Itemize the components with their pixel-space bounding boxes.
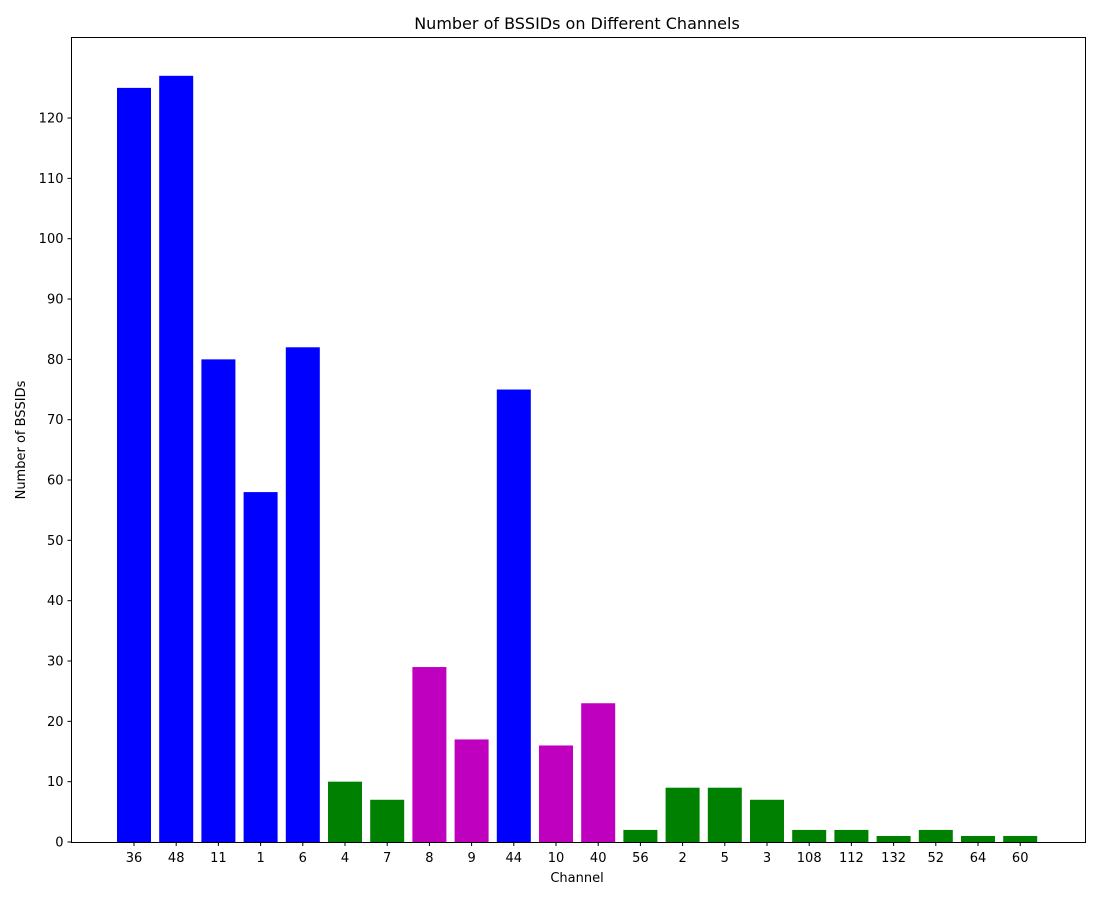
bar-channel-44 xyxy=(496,389,531,842)
x-tick-label: 10 xyxy=(548,851,565,866)
y-tick-label: 70 xyxy=(47,413,64,428)
y-tick-label: 60 xyxy=(47,474,64,489)
bar-channel-132 xyxy=(876,835,911,842)
y-tick-label: 110 xyxy=(39,172,64,187)
y-tick-label: 20 xyxy=(47,715,64,730)
y-axis-label: Number of BSSIDs xyxy=(14,380,29,499)
y-tick-label: 50 xyxy=(47,534,64,549)
x-tick-label: 40 xyxy=(590,851,607,866)
x-tick-label: 112 xyxy=(839,851,864,866)
y-tick-label: 30 xyxy=(47,655,64,670)
x-tick-label: 6 xyxy=(299,851,307,866)
bar-channel-108 xyxy=(792,829,827,842)
bar-channel-1 xyxy=(243,492,278,842)
y-tick-label: 40 xyxy=(47,594,64,609)
bars-group xyxy=(117,75,1038,843)
x-tick-label: 5 xyxy=(721,851,729,866)
bar-channel-4 xyxy=(328,781,362,842)
bar-channel-11 xyxy=(201,359,236,842)
bar-channel-36 xyxy=(117,87,151,843)
bar-channel-8 xyxy=(412,667,447,842)
y-tick-label: 10 xyxy=(47,775,64,790)
x-tick-label: 132 xyxy=(881,851,906,866)
x-tick-label: 1 xyxy=(256,851,264,866)
chart-title: Number of BSSIDs on Different Channels xyxy=(414,14,740,33)
bar-channel-3 xyxy=(750,799,784,842)
bar-channel-40 xyxy=(581,703,616,842)
x-tick-label: 36 xyxy=(126,851,143,866)
x-tick-label: 9 xyxy=(467,851,475,866)
x-tick-label: 4 xyxy=(341,851,349,866)
x-tick-label: 2 xyxy=(678,851,686,866)
plot-frame xyxy=(71,37,1086,843)
bar-channel-2 xyxy=(665,787,700,842)
x-tick-label: 7 xyxy=(383,851,391,866)
x-tick-label: 44 xyxy=(506,851,523,866)
x-tick-label: 108 xyxy=(797,851,822,866)
x-tick-label: 60 xyxy=(1012,851,1029,866)
y-tick-label: 90 xyxy=(47,293,64,308)
x-axis-label: Channel xyxy=(550,871,603,886)
bar-channel-60 xyxy=(1003,835,1038,842)
y-tick-label: 0 xyxy=(55,836,63,851)
x-tick-label: 64 xyxy=(970,851,987,866)
bar-channel-56 xyxy=(623,829,658,842)
x-tick-label: 52 xyxy=(928,851,945,866)
bar-channel-6 xyxy=(285,347,320,842)
bar-channel-64 xyxy=(961,835,995,842)
x-tick-label: 8 xyxy=(425,851,433,866)
y-tick-label: 100 xyxy=(39,232,64,247)
bar-channel-9 xyxy=(454,739,489,842)
x-ticks-group: 36 48 11 1 6 4 7 8 9 44 10 40 56 2 5 3 108 112 132 52 64 60 xyxy=(126,842,1029,866)
x-tick-label: 3 xyxy=(763,851,771,866)
x-tick-label: 48 xyxy=(168,851,185,866)
bar-channel-48 xyxy=(159,75,194,843)
y-tick-label: 120 xyxy=(39,112,64,127)
bar-channel-7 xyxy=(370,799,405,842)
bar-channel-5 xyxy=(707,787,742,842)
bar-channel-52 xyxy=(918,829,953,842)
bar-channel-10 xyxy=(539,745,573,842)
y-ticks-group: 0 10 20 30 40 50 60 70 80 90 100 110 120 xyxy=(39,112,72,851)
x-tick-label: 56 xyxy=(632,851,649,866)
bar-channel-112 xyxy=(834,829,869,842)
x-tick-label: 11 xyxy=(210,851,227,866)
y-tick-label: 80 xyxy=(47,353,64,368)
